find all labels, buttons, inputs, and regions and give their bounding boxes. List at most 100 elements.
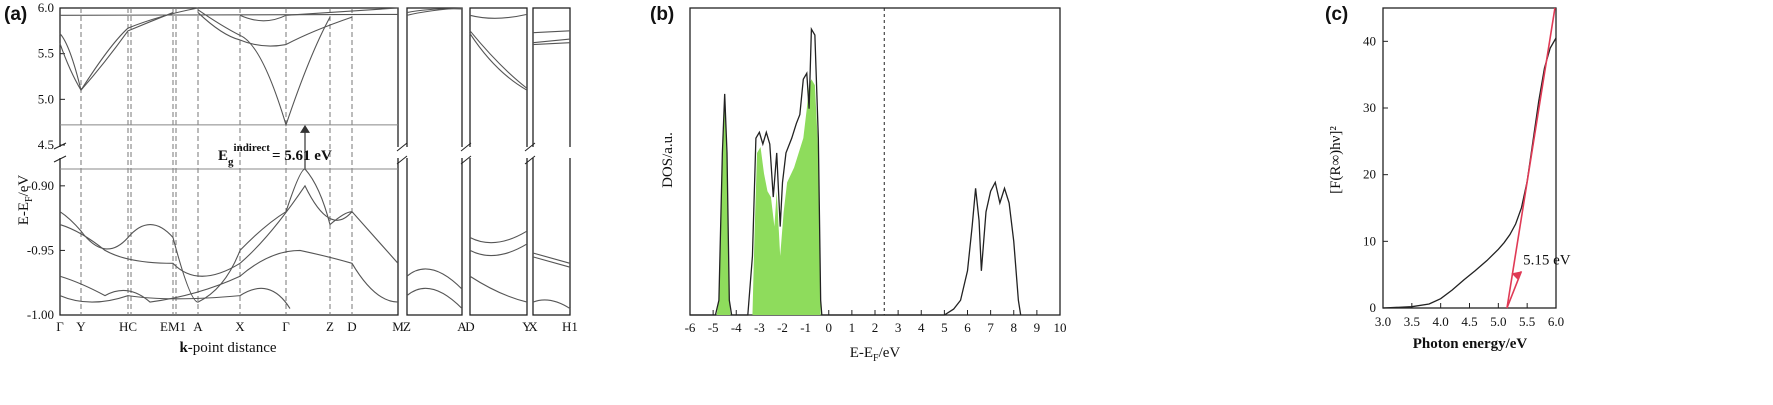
valence-band [532,256,571,268]
valence-band [59,168,399,303]
band-frame-main [59,7,399,316]
kpoint-label: X [235,319,245,334]
total-dos-line [690,26,1022,316]
ytick-label: 4.5 [38,137,54,152]
kpoint-label: D [465,319,474,334]
band-frame-side2 [469,7,528,316]
xtick-label: 10 [1054,320,1067,335]
xtick-label: 1 [849,320,856,335]
xtick-label: 5.5 [1519,314,1535,329]
kpoint-label: EM1 [160,319,186,334]
conduction-band [469,30,528,89]
axis-break-gap [57,147,401,158]
kpoint-label: X [528,319,538,334]
valence-band [469,243,528,257]
annotation-arrow [1506,271,1523,309]
band-structure-panel: (a) E-EF/eV k-point distance Γ Y HC EM1 A X Γ Z… [4,0,578,356]
tauc-curve [1382,37,1557,309]
axis-break-gap [404,147,465,158]
xtick-label: 5.0 [1490,314,1506,329]
valence-band [59,287,291,309]
svg-text:Egindirect= 5.61 eV: Egindirect = 5.61 eV [218,142,332,168]
tauc-panel: (c) [F(R∞)hν]² Photon energy/eV 3.0 3.5 4.… [1325,4,1571,352]
xtick-label: 9 [1034,320,1041,335]
kpoint-label: Z [403,319,411,334]
dos-panel: (b) DOS/a.u. E-EF/eV -6 -5 -4 -3 -2 -1 0 1 2 3 4 5 6… [650,4,1067,364]
valence-band [406,287,463,309]
dos-frame [689,7,1061,316]
xtick-label: -6 [685,320,696,335]
conduction-band [532,38,571,44]
valence-band [532,252,571,264]
kpoint-label: D [347,319,356,334]
ytick-label: 5.0 [38,91,54,106]
xtick-label: 8 [1011,320,1018,335]
valence-band [59,249,399,303]
tauc-xlabel: Photon energy/eV [1413,336,1528,352]
ytick-label: 6.0 [38,0,54,15]
panel-label-b: (b) [650,4,674,25]
break-mark [396,142,408,152]
xtick-label: 7 [987,320,994,335]
valence-band [469,275,528,303]
tauc-ylabel: [F(R∞)hν]² [1328,126,1344,194]
conduction-band [59,13,399,16]
valence-band [532,299,571,310]
conduction-band [532,30,571,34]
axis-break-gap [530,147,573,158]
conduction-band [406,7,463,16]
break-mark [460,155,472,165]
conduction-band [532,42,571,46]
xtick-label: -2 [777,320,788,335]
bandgap-annotation: Egindirect = 5.61 eV [218,142,332,168]
xtick-label: 4 [918,320,925,335]
xtick-label: 4.5 [1461,314,1477,329]
conduction-band [469,13,528,19]
kpoint-label: A [193,319,203,334]
ytick-label: -0.90 [27,178,54,193]
band-frame-side3 [532,7,571,316]
ytick-label: 40 [1363,33,1376,48]
panel-label-c: (c) [1325,4,1348,25]
xtick-label: -5 [708,320,719,335]
break-mark [524,142,536,152]
xtick-label: -4 [731,320,742,335]
ytick-label: 5.5 [38,46,54,61]
valence-band [469,230,528,244]
ytick-label: -0.95 [27,242,54,257]
kpoint-label: HC [119,319,137,334]
ytick-label: 20 [1363,167,1376,182]
break-mark [524,155,536,165]
kpoint-label: Γ [282,319,290,334]
dos-ylabel: DOS/a.u. [660,132,676,188]
break-mark [53,155,67,163]
conduction-band [197,12,353,47]
xtick-label: -3 [754,320,765,335]
break-mark [460,142,472,152]
xtick-label: 3.5 [1404,314,1420,329]
ytick-label: -1.00 [27,307,54,322]
axis-break-gap [467,147,530,158]
xtick-label: 3.0 [1375,314,1391,329]
bandgap-label: 5.15 eV [1523,253,1571,269]
ytick-label: 30 [1363,100,1376,115]
kpoint-label: Γ [56,319,64,334]
kpoint-label: Y [522,319,532,334]
kpoint-label: Y [76,319,86,334]
conduction-band [59,12,174,92]
kpoint-label: Z [326,319,334,334]
xtick-label: 6 [964,320,971,335]
kpoint-label: H1 [562,319,578,334]
conduction-band [197,9,331,127]
xtick-label: -1 [800,320,811,335]
xtick-label: 2 [872,320,879,335]
xtick-label: 3 [895,320,902,335]
gap-arrowhead [300,124,310,133]
tangent-line [1506,7,1556,309]
ytick-label: 0 [1370,300,1377,315]
break-mark [396,155,408,165]
partial-dos-area [716,79,821,315]
conduction-band [469,33,528,91]
panel-label-a: (a) [4,4,27,25]
xtick-label: 6.0 [1548,314,1564,329]
